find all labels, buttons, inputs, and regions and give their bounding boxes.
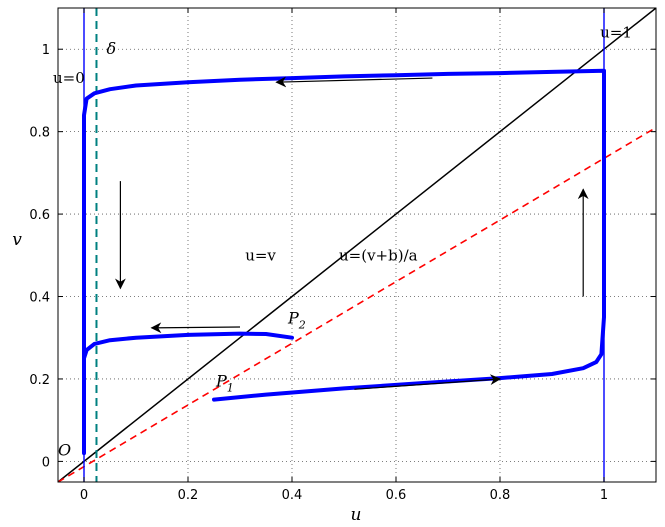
point-label-p1: P1 [215,372,234,395]
point-label-p2: P2 [287,309,306,332]
point-label-text: P [287,309,299,328]
direction-arrow [354,374,502,390]
x-tick-label: 0.8 [490,488,511,503]
y-tick-label: 1 [42,43,50,58]
point-label-text: O [58,440,71,459]
direction-arrow [275,76,433,88]
trajectory-1-line [82,68,606,456]
nullcline-label: u=(v+b)/a [339,246,418,264]
diagonal-label: u=v [245,246,276,264]
y-tick-label: 0.2 [29,373,50,388]
x-tick-label: 0.6 [386,488,407,503]
delta-label: δ [106,39,116,58]
nullcline-line [58,126,656,482]
y-tick-label: 0 [42,455,50,470]
plot-content [58,8,656,482]
point-label-o: O [58,440,71,459]
plot-frame [57,7,657,483]
direction-arrow [150,322,241,334]
boundary-label-u0: u=0 [53,69,85,87]
x-tick-label: 0.4 [282,488,303,503]
y-tick-label: 0.8 [29,126,50,141]
y-tick-label: 0.6 [29,208,50,223]
point-label-text: P [215,372,227,391]
diagonal-line-u-eq-v [58,8,656,482]
x-tick-label: 1 [600,488,608,503]
point-label-subscript: 1 [227,382,234,395]
x-tick-label: 0.2 [178,488,199,503]
point-label-subscript: 2 [298,319,306,332]
y-tick-label: 0.4 [29,291,50,306]
y-axis-label: v [12,230,22,250]
trajectory-2-line [82,331,294,381]
axis-ticks: 0 0.2 0.4 0.6 0.8 1 0 0.2 0.4 0.6 0.8 1 [29,8,656,503]
boundary-label-u1: u=1 [600,24,632,42]
x-axis-label: u [351,505,362,525]
x-tick-label: 0 [80,488,88,503]
